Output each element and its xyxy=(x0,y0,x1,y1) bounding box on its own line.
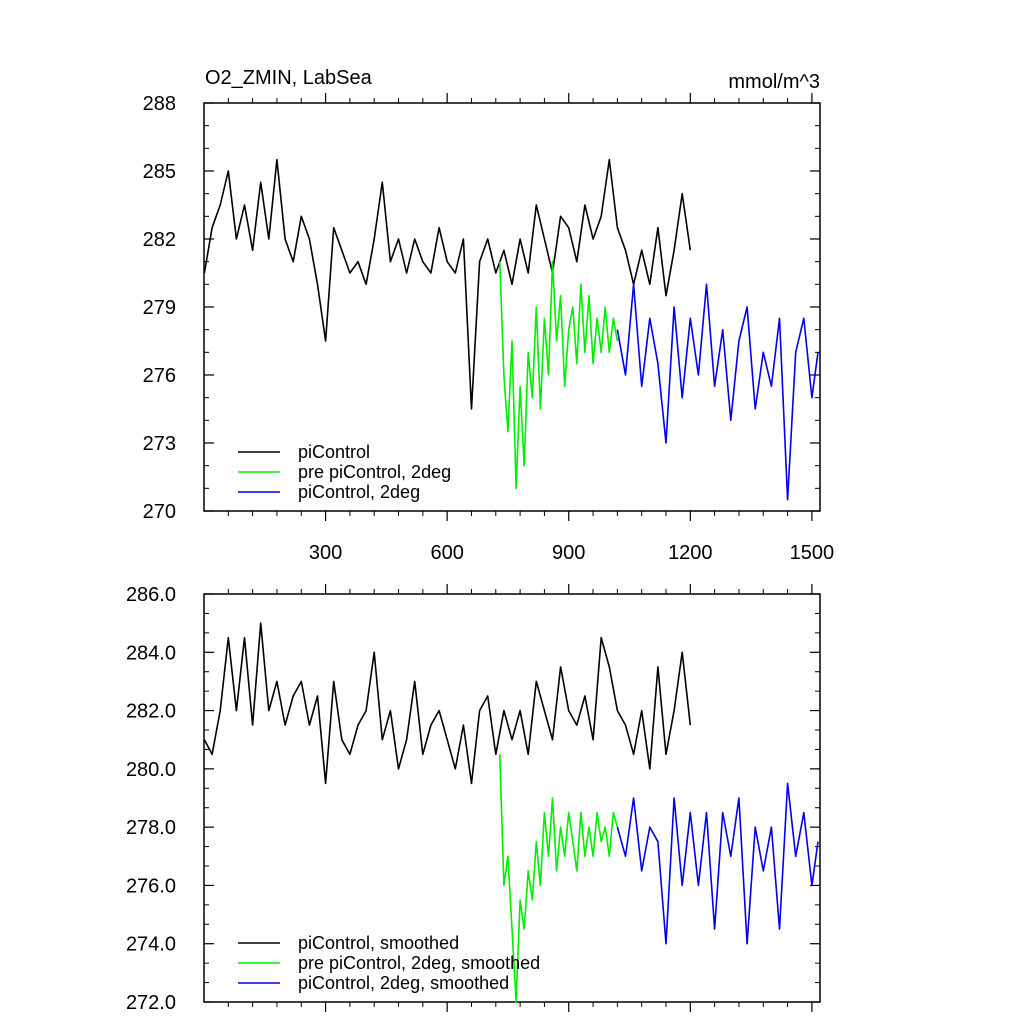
top-ytick-label: 279 xyxy=(143,297,176,319)
top-series-line-1 xyxy=(499,260,619,490)
top-xtick-label: 1200 xyxy=(668,542,713,564)
top-plot-frame xyxy=(203,102,821,512)
bottom-series-lines xyxy=(203,622,819,1003)
top-xtick-label: 300 xyxy=(309,542,342,564)
top-legend-label-1: pre piControl, 2deg xyxy=(298,462,451,482)
top-ytick-label: 270 xyxy=(143,501,176,523)
bottom-chart-panel: 272.0 274.0 276.0 278.0 280.0 282.0 284.0 286.0… xyxy=(126,584,821,1014)
top-ytick-label: 273 xyxy=(143,433,176,455)
top-series-line-2 xyxy=(616,283,819,501)
top-xtick-label: 600 xyxy=(430,542,463,564)
bottom-legend-label-1: pre piControl, 2deg, smoothed xyxy=(298,953,540,973)
top-xtick-label: 900 xyxy=(552,542,585,564)
top-chart-panel: O2_ZMIN, LabSea mmol/m^3 270 273 276 279 282… xyxy=(143,67,835,564)
top-series-lines xyxy=(203,158,819,501)
bottom-series-line-1 xyxy=(499,754,619,1003)
chart-units-label: mmol/m^3 xyxy=(728,71,820,93)
top-legend-label-0: piControl xyxy=(298,442,370,462)
bottom-ytick-label: 272.0 xyxy=(126,992,176,1014)
bottom-ytick-label: 278.0 xyxy=(126,817,176,839)
top-xtick-label: 1500 xyxy=(790,542,835,564)
bottom-legend-label-0: piControl, smoothed xyxy=(298,933,459,953)
top-legend-label-2: piControl, 2deg xyxy=(298,482,420,502)
top-axes: 270 273 276 279 282 285 288 300 600 900 1200 1500 xyxy=(143,93,835,564)
bottom-ytick-label: 282.0 xyxy=(126,701,176,723)
top-ytick-label: 285 xyxy=(143,161,176,183)
bottom-ytick-label: 274.0 xyxy=(126,934,176,956)
bottom-axes: 272.0 274.0 276.0 278.0 280.0 282.0 284.0 286.0 xyxy=(126,584,820,1014)
bottom-legend-label-2: piControl, 2deg, smoothed xyxy=(298,973,509,993)
top-ytick-label: 282 xyxy=(143,229,176,251)
bottom-ytick-label: 280.0 xyxy=(126,759,176,781)
top-series-line-0 xyxy=(203,158,692,410)
bottom-plot-frame xyxy=(203,593,821,1003)
bottom-ytick-label: 276.0 xyxy=(126,875,176,897)
chart-title-left: O2_ZMIN, LabSea xyxy=(205,67,373,89)
bottom-ytick-label: 284.0 xyxy=(126,642,176,664)
bottom-ytick-label: 286.0 xyxy=(126,584,176,606)
bottom-series-line-2 xyxy=(616,782,819,945)
top-ytick-label: 276 xyxy=(143,365,176,387)
top-ytick-label: 288 xyxy=(143,93,176,115)
bottom-series-line-0 xyxy=(203,622,692,785)
